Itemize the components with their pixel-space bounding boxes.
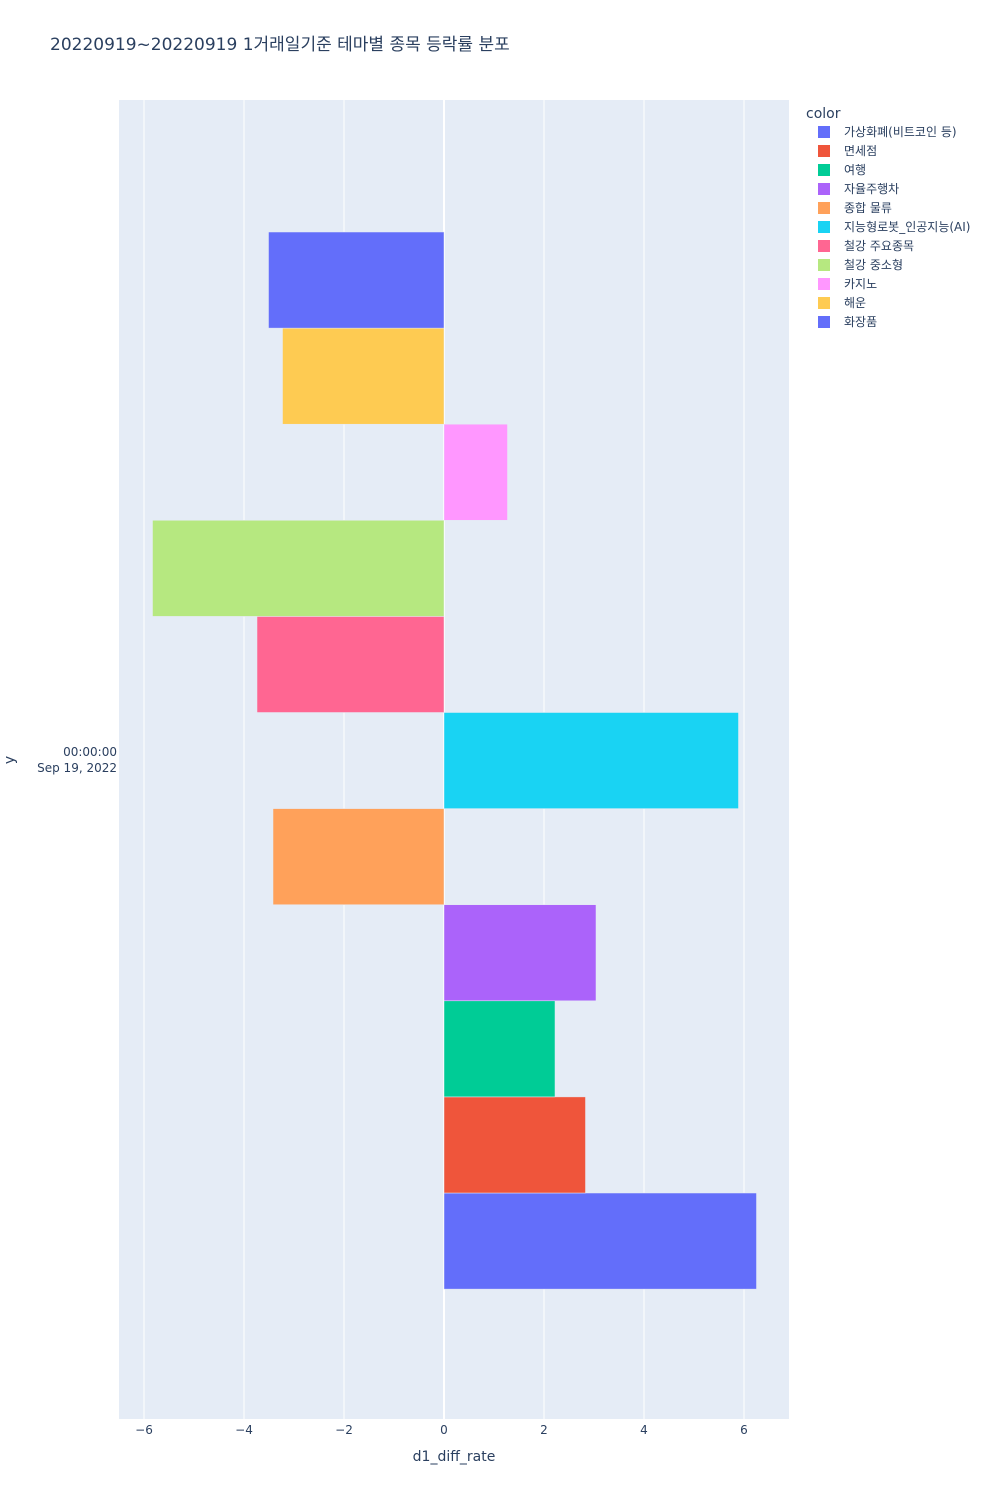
legend-swatch bbox=[818, 316, 830, 328]
bar-1[interactable] bbox=[443, 1096, 586, 1194]
legend-label: 해운 bbox=[844, 296, 866, 310]
x-axis-title: d1_diff_rate bbox=[413, 1449, 496, 1465]
bar-5[interactable] bbox=[443, 712, 739, 809]
legend-swatch bbox=[818, 221, 830, 233]
legend-item[interactable]: 지능형로봇_인공지능(AI) bbox=[818, 220, 970, 234]
legend-label: 화장품 bbox=[844, 315, 877, 329]
bar-0[interactable] bbox=[443, 1192, 757, 1290]
legend-item[interactable]: 가상화폐(비트코인 등) bbox=[818, 125, 957, 139]
legend-label: 지능형로봇_인공지능(AI) bbox=[844, 220, 970, 234]
legend-swatch bbox=[818, 259, 830, 271]
x-tick-label: 6 bbox=[740, 1423, 748, 1437]
legend-swatch bbox=[818, 126, 830, 138]
y-tick-label-date: Sep 19, 2022 bbox=[37, 761, 117, 775]
bar-3[interactable] bbox=[443, 904, 597, 1002]
legend-swatch bbox=[818, 164, 830, 176]
bar-2[interactable] bbox=[443, 1000, 556, 1098]
legend-label: 철강 중소형 bbox=[844, 258, 903, 272]
bar-8[interactable] bbox=[443, 423, 508, 521]
legend-label: 여행 bbox=[844, 162, 866, 177]
legend-label: 철강 주요종목 bbox=[844, 239, 914, 253]
legend-item[interactable]: 철강 중소형 bbox=[818, 258, 903, 272]
bars bbox=[152, 231, 757, 1290]
bar-4[interactable] bbox=[272, 808, 445, 905]
legend-swatch bbox=[818, 183, 830, 195]
chart-title: 20220919~20220919 1거래일기준 테마별 종목 등락률 분포 bbox=[50, 35, 510, 55]
bar-7[interactable] bbox=[152, 520, 445, 617]
bar-6[interactable] bbox=[256, 616, 445, 713]
x-tick-label: −2 bbox=[335, 1423, 353, 1437]
x-tick-label: 4 bbox=[640, 1423, 648, 1437]
x-tick-label: −4 bbox=[235, 1423, 253, 1437]
legend-item[interactable]: 자율주행차 bbox=[818, 181, 899, 196]
x-tick-label: −6 bbox=[135, 1423, 153, 1437]
bar-9[interactable] bbox=[282, 327, 445, 425]
legend-item[interactable]: 여행 bbox=[818, 162, 866, 177]
legend-label: 카지노 bbox=[844, 277, 877, 291]
legend-swatch bbox=[818, 145, 830, 157]
legend-label: 면세점 bbox=[844, 144, 877, 158]
y-axis-title: y bbox=[2, 756, 18, 764]
legend-item[interactable]: 면세점 bbox=[818, 144, 877, 158]
x-tick-label: 2 bbox=[540, 1423, 548, 1437]
x-tick-labels: −6 −4 −2 0 2 4 6 bbox=[135, 1423, 748, 1437]
legend-label: 자율주행차 bbox=[844, 181, 899, 196]
legend-item[interactable]: 해운 bbox=[818, 296, 866, 310]
legend-swatch bbox=[818, 202, 830, 214]
legend-label: 가상화폐(비트코인 등) bbox=[844, 125, 957, 139]
legend-swatch bbox=[818, 278, 830, 290]
legend-item[interactable]: 종합 물류 bbox=[818, 201, 892, 215]
legend-item[interactable]: 철강 주요종목 bbox=[818, 239, 914, 253]
x-tick-label: 0 bbox=[440, 1423, 448, 1437]
legend-swatch bbox=[818, 240, 830, 252]
legend-label: 종합 물류 bbox=[844, 201, 892, 215]
legend-swatch bbox=[818, 297, 830, 309]
legend-item[interactable]: 화장품 bbox=[818, 315, 877, 329]
legend-item[interactable]: 카지노 bbox=[818, 277, 877, 291]
y-tick-label-time: 00:00:00 bbox=[63, 745, 117, 759]
bar-10[interactable] bbox=[268, 231, 445, 329]
legend-title: color bbox=[806, 106, 841, 122]
